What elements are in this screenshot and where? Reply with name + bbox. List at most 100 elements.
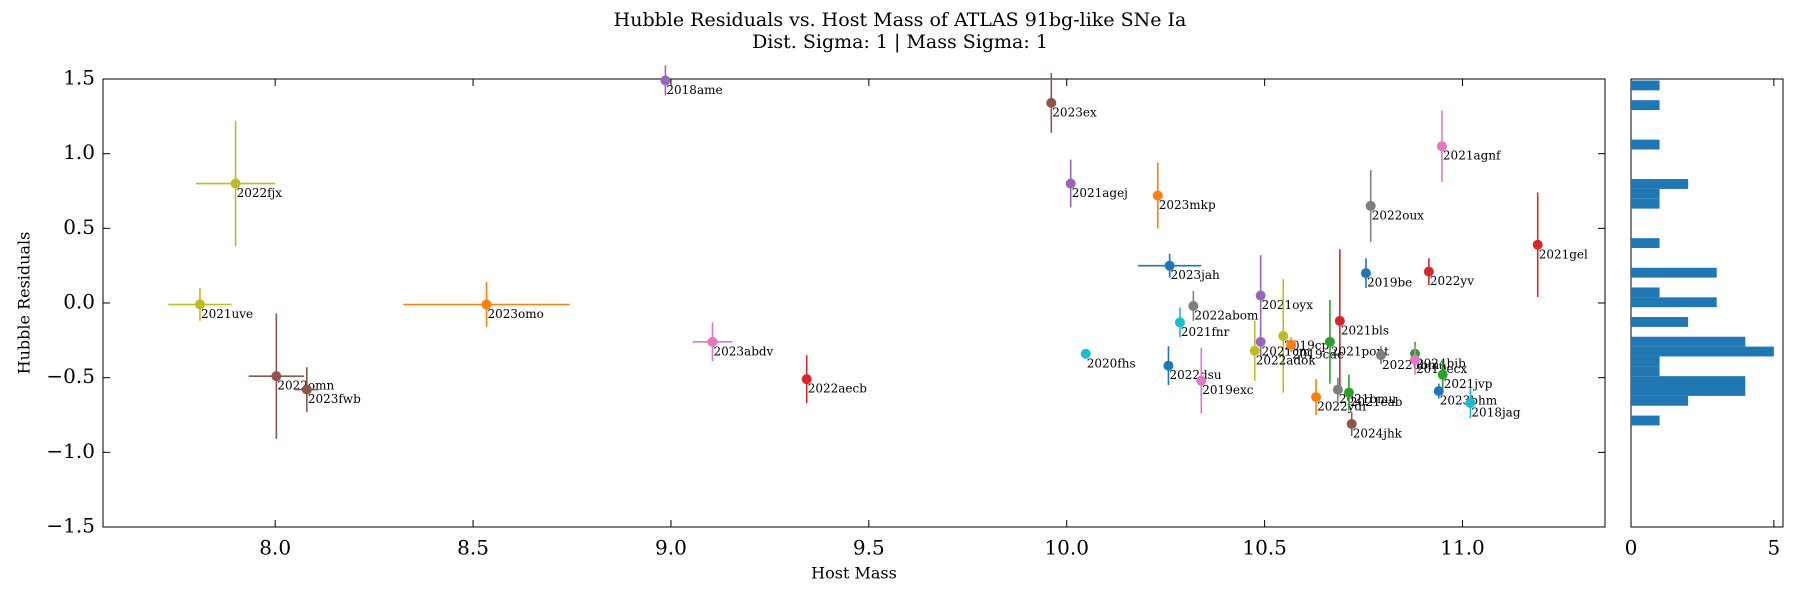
point [1410, 354, 1421, 365]
point [1532, 239, 1543, 250]
histogram-bar [1631, 317, 1689, 327]
point [1255, 336, 1266, 347]
point [801, 374, 812, 385]
histogram-bar [1631, 179, 1689, 189]
point [1046, 97, 1057, 108]
point-label: 2018jag [1471, 406, 1520, 420]
point [1174, 317, 1185, 328]
point-label: 2021oyx [1262, 298, 1314, 312]
point-label: 2019exc [1202, 383, 1253, 397]
histogram-bar [1631, 297, 1717, 308]
point-label: 2023omo [488, 307, 544, 321]
point [1286, 339, 1297, 350]
histogram-bar [1631, 139, 1660, 150]
chart-subtitle: Dist. Sigma: 1 | Mass Sigma: 1 [752, 31, 1048, 53]
point [1324, 336, 1335, 347]
y-tick-label: −1.0 [46, 439, 95, 463]
point-label: 2023abdv [714, 344, 774, 358]
point [660, 75, 671, 86]
y-axis-label: Hubble Residuals [15, 232, 34, 375]
point [1346, 418, 1357, 429]
point-label: 2021bls [1341, 323, 1389, 337]
point-label: 2022aecb [808, 382, 868, 396]
point-label: 2023mkp [1159, 198, 1216, 212]
point [230, 178, 241, 189]
point [707, 336, 718, 347]
point-label: 2022fjx [237, 186, 283, 200]
point [1365, 200, 1376, 211]
histogram-bar [1631, 198, 1660, 209]
point-label: 2020fhs [1087, 356, 1136, 370]
point [1436, 141, 1447, 152]
point-label: 2021eab [1350, 395, 1403, 409]
point [1249, 345, 1260, 356]
point [1437, 369, 1448, 380]
point [1423, 266, 1434, 277]
point-label: 2023ex [1052, 105, 1097, 119]
point-label: 2022dsu [1169, 368, 1221, 382]
histogram-bar [1631, 336, 1746, 347]
point-label: 2021cm [1262, 344, 1311, 358]
point-label: 2022yv [1430, 274, 1474, 288]
histogram-bar [1631, 287, 1660, 298]
point [1278, 330, 1289, 341]
point-label: 2023jah [1171, 268, 1220, 282]
x-tick-label: 9.0 [655, 536, 687, 560]
x-axis-label: Host Mass [811, 564, 897, 583]
point-label: 2024bib [1416, 356, 1466, 370]
point [1163, 360, 1174, 371]
histogram-bar [1631, 267, 1717, 278]
point-label: 2021jvp [1444, 377, 1493, 391]
point-label: 2021agnf [1443, 149, 1502, 163]
y-tick-label: 1.5 [63, 66, 95, 90]
point [1360, 268, 1371, 279]
x-tick-label: 10.5 [1242, 536, 1287, 560]
x-tick-label: 11.0 [1440, 536, 1485, 560]
y-tick-label: −1.5 [46, 514, 95, 538]
point-label: 2021fnr [1181, 325, 1230, 339]
x-tick-label: 9.5 [853, 536, 885, 560]
histogram-bar [1631, 188, 1660, 199]
point [481, 299, 492, 310]
y-tick-label: −0.5 [46, 364, 95, 388]
point-label: 2021pont [1331, 344, 1389, 358]
histogram-bar [1631, 415, 1660, 426]
point-label: 2019be [1367, 276, 1412, 290]
point [301, 384, 312, 395]
point-label: 2019ecx [1416, 362, 1467, 376]
point-label: 2022oux [1372, 208, 1424, 222]
point-label: 2022abom [1194, 308, 1259, 322]
histogram-bar [1631, 80, 1660, 91]
histogram-bar [1631, 346, 1774, 357]
point [1152, 190, 1163, 201]
point [1255, 290, 1266, 301]
point [1343, 387, 1354, 398]
histogram-bar [1631, 238, 1660, 249]
histogram-bar [1631, 366, 1660, 377]
point-label: 2021bmu [1339, 392, 1397, 406]
y-tick-label: 1.0 [63, 140, 95, 164]
point-label: 2019cdc [1292, 347, 1344, 361]
point [1375, 350, 1386, 361]
point [1188, 300, 1199, 311]
point-label: 2024jhk [1353, 426, 1403, 440]
y-tick-label: 0.5 [63, 215, 95, 239]
point [1065, 178, 1076, 189]
histogram-bar [1631, 395, 1689, 406]
point [1334, 315, 1345, 326]
histogram-bar [1631, 356, 1660, 367]
point [1311, 392, 1322, 403]
point-label: 2022ubm [1382, 358, 1440, 372]
point [1465, 398, 1476, 409]
point [1080, 348, 1091, 359]
point-label: 2018ame [666, 83, 722, 97]
histogram-bar [1631, 376, 1746, 387]
point-label: 2021agej [1072, 186, 1128, 200]
point-label: 2023fwb [308, 392, 361, 406]
point-label: 2022adok [1256, 353, 1317, 367]
histogram-bar [1631, 386, 1746, 396]
plot-frame [102, 78, 1606, 528]
y-tick-label: 0.0 [63, 290, 95, 314]
